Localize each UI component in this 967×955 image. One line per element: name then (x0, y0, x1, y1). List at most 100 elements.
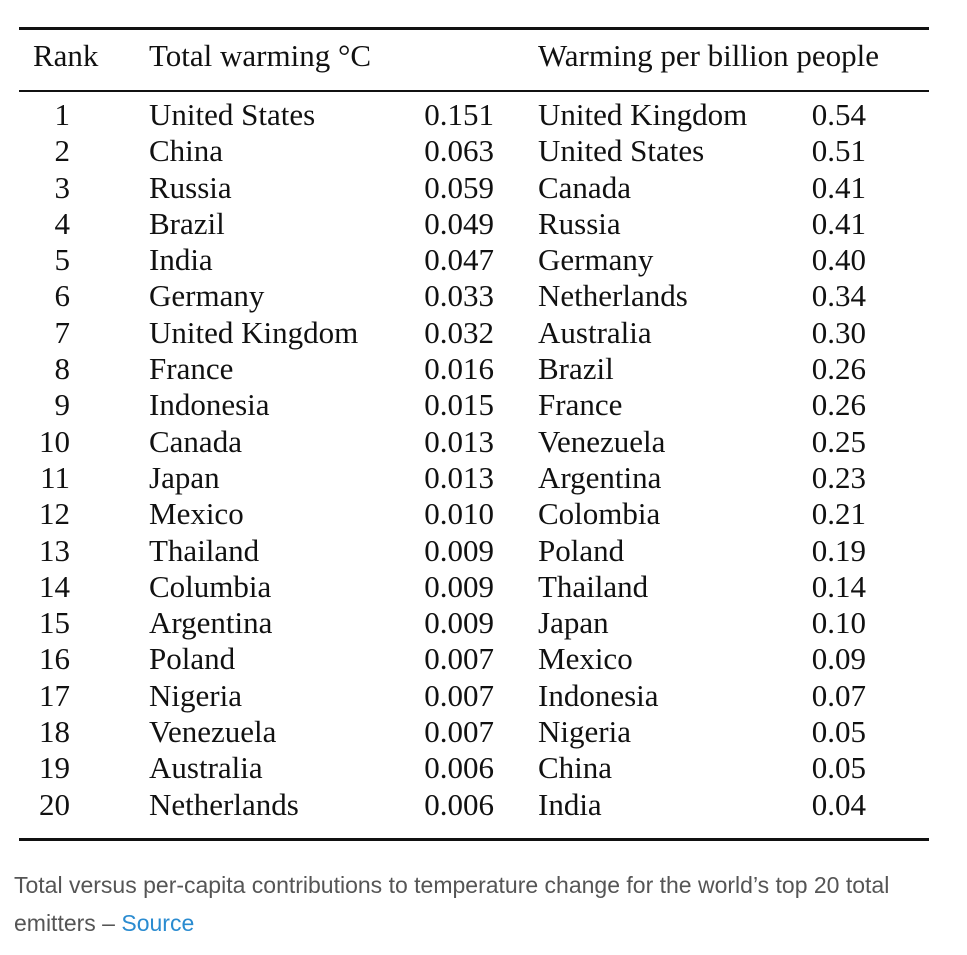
table-row: 5 India 0.047 Germany 0.40 (0, 242, 967, 278)
per-capita-country-cell: Japan (538, 605, 609, 641)
per-capita-country-cell: Argentina (538, 459, 662, 495)
total-value-cell: 0.009 (424, 532, 494, 568)
total-country-cell: Argentina (149, 605, 273, 641)
total-country-cell: China (149, 133, 224, 169)
table-row: 15 Argentina 0.009 Japan 0.10 (0, 605, 967, 641)
per-capita-country-cell: Germany (538, 242, 654, 278)
table-row: 16 Poland 0.007 Mexico 0.09 (0, 641, 967, 677)
table-row: 6 Germany 0.033 Netherlands 0.34 (0, 278, 967, 314)
rank-cell: 10 (39, 423, 70, 459)
total-country-cell: Germany (149, 278, 265, 314)
rank-cell: 15 (39, 605, 70, 641)
per-capita-country-cell: Australia (538, 314, 652, 350)
per-capita-country-cell: China (538, 750, 613, 786)
total-value-cell: 0.007 (424, 714, 494, 750)
rank-cell: 11 (40, 459, 70, 495)
total-value-cell: 0.047 (424, 242, 494, 278)
per-capita-country-cell: Colombia (538, 496, 661, 532)
per-capita-value-cell: 0.10 (811, 605, 866, 641)
warming-table: Rank Total warming °C Warming per billio… (0, 27, 967, 841)
header-warming-per-billion: Warming per billion people (538, 38, 879, 73)
total-value-cell: 0.049 (424, 205, 494, 241)
rank-cell: 7 (54, 314, 71, 350)
rank-cell: 13 (39, 532, 70, 568)
total-country-cell: Nigeria (149, 677, 242, 713)
per-capita-country-cell: Canada (538, 169, 631, 205)
per-capita-value-cell: 0.40 (811, 242, 866, 278)
rank-cell: 18 (39, 714, 70, 750)
rank-cell: 20 (39, 786, 70, 822)
total-country-cell: Poland (149, 641, 236, 677)
table-row: 7 United Kingdom 0.032 Australia 0.30 (0, 315, 967, 351)
rank-cell: 19 (39, 750, 70, 786)
total-country-cell: Indonesia (149, 387, 270, 423)
per-capita-country-cell: Indonesia (538, 677, 659, 713)
total-value-cell: 0.007 (424, 677, 494, 713)
table-header-rule (19, 90, 929, 92)
rank-cell: 9 (54, 387, 71, 423)
total-value-cell: 0.032 (424, 314, 494, 350)
total-value-cell: 0.151 (424, 97, 494, 132)
per-capita-value-cell: 0.09 (811, 641, 866, 677)
total-country-cell: India (149, 242, 213, 278)
total-value-cell: 0.009 (424, 605, 494, 641)
per-capita-value-cell: 0.41 (811, 169, 866, 205)
rank-cell: 17 (39, 677, 70, 713)
total-country-cell: Brazil (149, 205, 225, 241)
rank-cell: 14 (39, 568, 70, 604)
table-row: 8 France 0.016 Brazil 0.26 (0, 351, 967, 387)
total-country-cell: Venezuela (149, 714, 277, 750)
rank-cell: 3 (54, 169, 71, 205)
per-capita-country-cell: Poland (538, 532, 625, 568)
total-value-cell: 0.013 (424, 423, 494, 459)
per-capita-value-cell: 0.34 (811, 278, 866, 314)
per-capita-value-cell: 0.54 (811, 97, 866, 132)
per-capita-value-cell: 0.25 (811, 423, 866, 459)
per-capita-country-cell: Netherlands (538, 278, 688, 314)
table-row: 18 Venezuela 0.007 Nigeria 0.05 (0, 714, 967, 750)
table-row: 12 Mexico 0.010 Colombia 0.21 (0, 496, 967, 532)
table-row: 11 Japan 0.013 Argentina 0.23 (0, 460, 967, 496)
per-capita-value-cell: 0.19 (811, 532, 866, 568)
table-row: 10 Canada 0.013 Venezuela 0.25 (0, 424, 967, 460)
total-country-cell: Thailand (149, 532, 260, 568)
caption-text: Total versus per-capita contributions to… (14, 872, 890, 936)
rank-cell: 1 (54, 97, 71, 132)
table-row: 9 Indonesia 0.015 France 0.26 (0, 387, 967, 423)
total-country-cell: Mexico (149, 496, 244, 532)
per-capita-country-cell: United States (538, 133, 705, 169)
rank-cell: 4 (54, 205, 71, 241)
per-capita-value-cell: 0.05 (811, 750, 866, 786)
total-country-cell: Canada (149, 423, 242, 459)
rank-cell: 2 (54, 133, 71, 169)
header-rank: Rank (33, 38, 99, 73)
per-capita-value-cell: 0.14 (811, 568, 866, 604)
total-value-cell: 0.013 (424, 459, 494, 495)
total-value-cell: 0.006 (424, 786, 494, 822)
table-row: 17 Nigeria 0.007 Indonesia 0.07 (0, 678, 967, 714)
total-value-cell: 0.063 (424, 133, 494, 169)
source-link[interactable]: Source (121, 910, 195, 936)
per-capita-country-cell: Brazil (538, 351, 614, 387)
per-capita-value-cell: 0.05 (811, 714, 866, 750)
rank-cell: 12 (39, 496, 70, 532)
total-value-cell: 0.007 (424, 641, 494, 677)
per-capita-value-cell: 0.41 (811, 205, 866, 241)
rank-cell: 16 (39, 641, 70, 677)
total-value-cell: 0.010 (424, 496, 494, 532)
per-capita-value-cell: 0.26 (811, 387, 866, 423)
total-value-cell: 0.059 (424, 169, 494, 205)
total-country-cell: Australia (149, 750, 263, 786)
per-capita-value-cell: 0.51 (811, 133, 866, 169)
rank-cell: 8 (54, 351, 71, 387)
total-value-cell: 0.009 (424, 568, 494, 604)
table-row: 2 China 0.063 United States 0.51 (0, 133, 967, 169)
table-top-rule (19, 27, 929, 30)
total-value-cell: 0.015 (424, 387, 494, 423)
per-capita-value-cell: 0.26 (811, 351, 866, 387)
table-row: 14 Columbia 0.009 Thailand 0.14 (0, 569, 967, 605)
table-caption: Total versus per-capita contributions to… (14, 866, 959, 942)
per-capita-country-cell: France (538, 387, 623, 423)
per-capita-country-cell: United Kingdom (538, 97, 748, 132)
per-capita-value-cell: 0.21 (811, 496, 866, 532)
